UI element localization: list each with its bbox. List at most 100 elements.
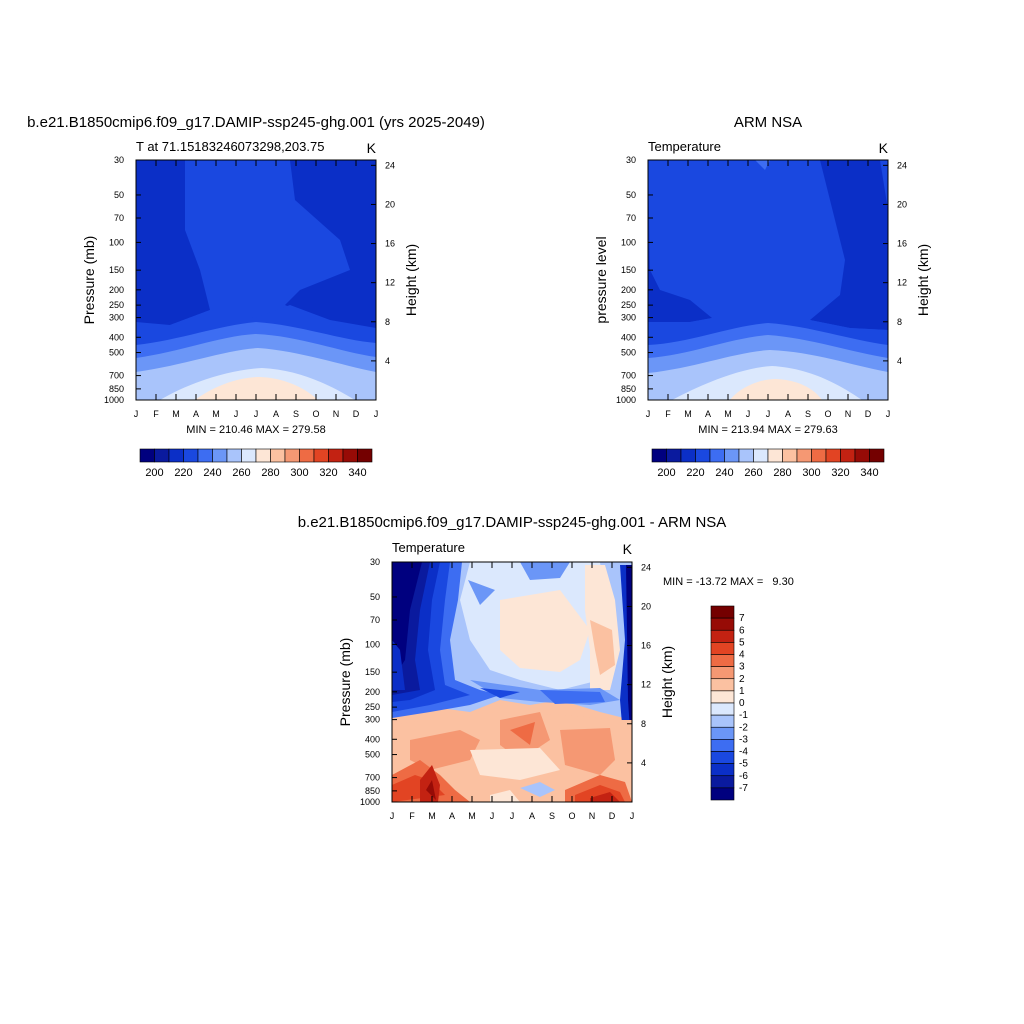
x-tick-label: J <box>746 409 751 419</box>
colorbar-swatch <box>767 448 783 463</box>
y-right-tick-label: 16 <box>897 239 907 249</box>
colorbar-swatch <box>651 448 667 463</box>
panel-diff-subtitle-right: K <box>623 541 633 557</box>
y-tick-label: 850 <box>621 384 636 394</box>
colorbar-label: -3 <box>739 734 748 745</box>
colorbar-swatch <box>710 714 735 728</box>
y-tick-label: 300 <box>365 715 380 725</box>
colorbar-swatch <box>710 605 735 619</box>
x-tick-label: A <box>529 811 535 821</box>
colorbar-swatch <box>710 751 735 764</box>
x-tick-label: A <box>273 409 279 419</box>
y-tick-label: 250 <box>621 300 636 310</box>
x-tick-label: O <box>568 811 575 821</box>
panel-obs-title: ARM NSA <box>734 114 802 131</box>
panel-obs-ylabel-right: Height (km) <box>915 244 931 316</box>
x-tick-label: S <box>549 811 555 821</box>
x-tick-label: J <box>234 409 239 419</box>
colorbar-swatch <box>284 448 300 463</box>
y-tick-label: 70 <box>626 213 636 223</box>
colorbar-swatch <box>796 448 812 463</box>
y-tick-label: 300 <box>621 313 636 323</box>
colorbar-label: 5 <box>739 637 745 648</box>
x-tick-label: S <box>293 409 299 419</box>
y-tick-label: 50 <box>114 190 124 200</box>
x-tick-label: O <box>312 409 319 419</box>
y-right-tick-label: 16 <box>385 239 395 249</box>
colorbar-swatch <box>710 654 735 667</box>
x-tick-label: A <box>193 409 199 419</box>
colorbar-swatch <box>299 448 315 463</box>
colorbar-label: 280 <box>773 467 791 479</box>
colorbar-label: 200 <box>657 467 675 479</box>
colorbar-swatch <box>342 448 358 463</box>
colorbar-swatch <box>313 448 329 463</box>
colorbar-swatch <box>212 448 228 463</box>
x-tick-label: N <box>333 409 340 419</box>
colorbar-swatch <box>139 448 155 463</box>
y-right-tick-label: 4 <box>641 758 646 768</box>
colorbar-swatch <box>782 448 798 463</box>
panel-obs-ylabel: pressure level <box>593 236 609 323</box>
panel-obs: ARM NSA Temperature K J F M A M J J A S O N D J 30 50… <box>593 114 931 479</box>
y-right-tick-label: 20 <box>641 601 651 611</box>
colorbar-label: 200 <box>145 467 163 479</box>
colorbar-swatch <box>840 448 856 463</box>
y-right-tick-label: 8 <box>897 317 902 327</box>
x-tick-label: J <box>630 811 635 821</box>
colorbar-label: 300 <box>802 467 820 479</box>
colorbar-label: -5 <box>739 759 748 770</box>
x-tick-label: J <box>390 811 395 821</box>
colorbar-swatch <box>241 448 257 463</box>
colorbar-label: 220 <box>686 467 704 479</box>
y-tick-label: 250 <box>109 300 124 310</box>
y-tick-label: 500 <box>365 750 380 760</box>
x-tick-label: J <box>374 409 379 419</box>
x-tick-label: J <box>134 409 139 419</box>
colorbar-label: 240 <box>715 467 733 479</box>
colorbar-swatch <box>710 642 735 655</box>
x-tick-label: S <box>805 409 811 419</box>
colorbar-swatch <box>710 739 735 752</box>
colorbar-swatch <box>710 678 735 692</box>
colorbar-label: 4 <box>739 650 745 661</box>
panel-diff-ylabel-right: Height (km) <box>659 646 675 718</box>
y-tick-label: 30 <box>114 155 124 165</box>
panel-obs-colorbar: 200 220 240 260 280 300 320 340 <box>651 448 885 479</box>
colorbar-label: 300 <box>290 467 308 479</box>
y-tick-label: 850 <box>365 786 380 796</box>
colorbar-swatch <box>869 448 885 463</box>
colorbar-label: 1 <box>739 686 745 697</box>
y-tick-label: 30 <box>626 155 636 165</box>
x-tick-label: N <box>845 409 852 419</box>
y-tick-label: 250 <box>365 702 380 712</box>
colorbar-swatch <box>183 448 199 463</box>
y-tick-label: 850 <box>109 384 124 394</box>
colorbar-label: 340 <box>860 467 878 479</box>
colorbar-label: 240 <box>203 467 221 479</box>
panel-model-colorbar: 200 220 240 260 280 300 320 340 <box>139 448 373 479</box>
colorbar-label: -2 <box>739 722 748 733</box>
panel-model: b.e21.B1850cmip6.f09_g17.DAMIP-ssp245-gh… <box>27 114 485 479</box>
y-tick-label: 200 <box>365 687 380 697</box>
y-tick-label: 200 <box>109 285 124 295</box>
colorbar-swatch <box>270 448 286 463</box>
y-tick-label: 700 <box>109 371 124 381</box>
y-tick-label: 1000 <box>104 395 124 405</box>
colorbar-swatch <box>710 690 735 704</box>
x-tick-label: M <box>428 811 436 821</box>
y-tick-label: 50 <box>626 190 636 200</box>
panel-model-ylabel-right: Height (km) <box>403 244 419 316</box>
colorbar-swatch <box>710 617 735 631</box>
colorbar-label: -1 <box>739 710 748 721</box>
colorbar-label: 260 <box>744 467 762 479</box>
y-right-tick-label: 24 <box>641 562 651 572</box>
x-tick-label: J <box>646 409 651 419</box>
colorbar-swatch <box>197 448 213 463</box>
panel-obs-field <box>648 160 888 400</box>
panel-diff-ylabel: Pressure (mb) <box>337 638 353 727</box>
